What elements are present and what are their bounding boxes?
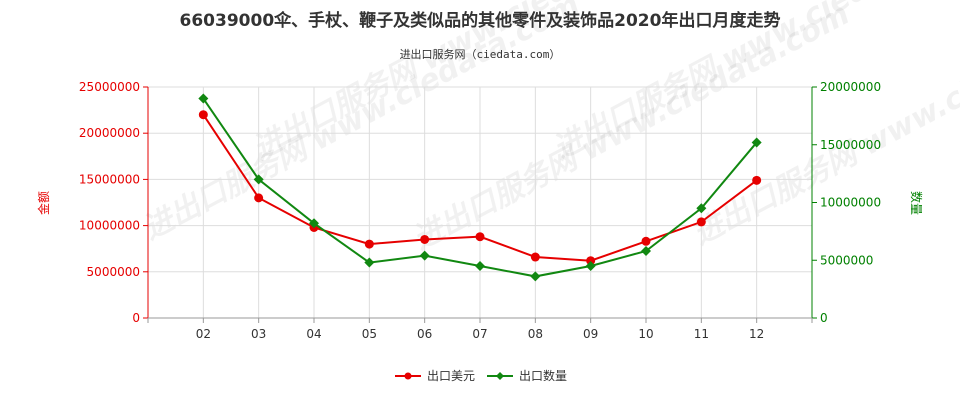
series-2-point [585,261,596,272]
x-tick-label: 12 [749,327,764,341]
x-tick-label: 07 [472,327,487,341]
x-tick-label: 03 [251,327,266,341]
right-y-tick-labels: 0 5000000 10000000 15000000 20000000 [820,80,881,325]
right-tick-label: 5000000 [820,253,873,267]
series-2-point [419,250,430,261]
chart-title: 66039000伞、手杖、鞭子及类似品的其他零件及装饰品2020年出口月度走势 [180,10,781,31]
series-2-point [364,257,375,268]
series-1-point [586,256,596,266]
x-tick-label: 06 [417,327,432,341]
left-tick-label: 0 [132,311,140,325]
x-tick-label: 10 [638,327,653,341]
series-1-point [530,252,540,262]
series-1-point [696,217,706,227]
x-tick-labels: 02 03 04 05 06 07 08 09 10 11 12 [196,327,765,341]
series-2-point [751,137,762,148]
chart-subtitle: 进出口服务网（ciedata.com） [400,47,561,61]
x-tick-label: 04 [306,327,321,341]
right-tick-label: 0 [820,311,828,325]
series-layer [198,93,762,282]
legend-marker-2 [496,372,504,380]
series-2-point [475,261,485,272]
right-tick-label: 15000000 [820,138,881,152]
x-tick-label: 05 [362,327,377,341]
left-axis-title: 金额 [36,191,51,215]
series-1-point [420,234,430,244]
series-1-point [198,110,208,120]
right-tick-label: 20000000 [820,80,881,94]
left-y-tick-labels: 0 5000000 10000000 15000000 20000000 25000000 [79,80,140,325]
axes [143,86,817,323]
legend-label-2: 出口数量 [519,368,567,383]
left-tick-label: 25000000 [79,80,140,94]
series-1-point [364,239,374,249]
series-1-point [475,232,485,242]
left-tick-label: 20000000 [79,126,140,140]
x-tick-label: 11 [694,327,709,341]
watermark-text: 进出口服务网 www.ciedata.com [137,0,585,247]
series-1-point [641,236,651,246]
x-tick-label: 08 [528,327,543,341]
left-tick-label: 10000000 [79,219,140,233]
series-1-point [254,193,264,203]
legend[interactable]: 出口美元 出口数量 [395,368,567,383]
series-2-point [253,174,264,185]
x-tick-label: 09 [583,327,598,341]
right-tick-label: 10000000 [820,196,881,210]
series-2-point [309,218,319,229]
legend-marker-1 [404,372,412,380]
left-tick-label: 15000000 [79,172,140,186]
legend-label-1: 出口美元 [427,369,475,383]
right-axis-title: 数量 [909,191,924,215]
series-2-point [641,246,651,257]
series-2-point [530,271,541,282]
series-2-point [198,93,209,104]
left-tick-label: 5000000 [87,265,140,279]
series-2-point [696,203,707,214]
grid-lines [147,86,813,319]
x-tick-label: 02 [196,327,211,341]
series-1-point [752,175,762,185]
